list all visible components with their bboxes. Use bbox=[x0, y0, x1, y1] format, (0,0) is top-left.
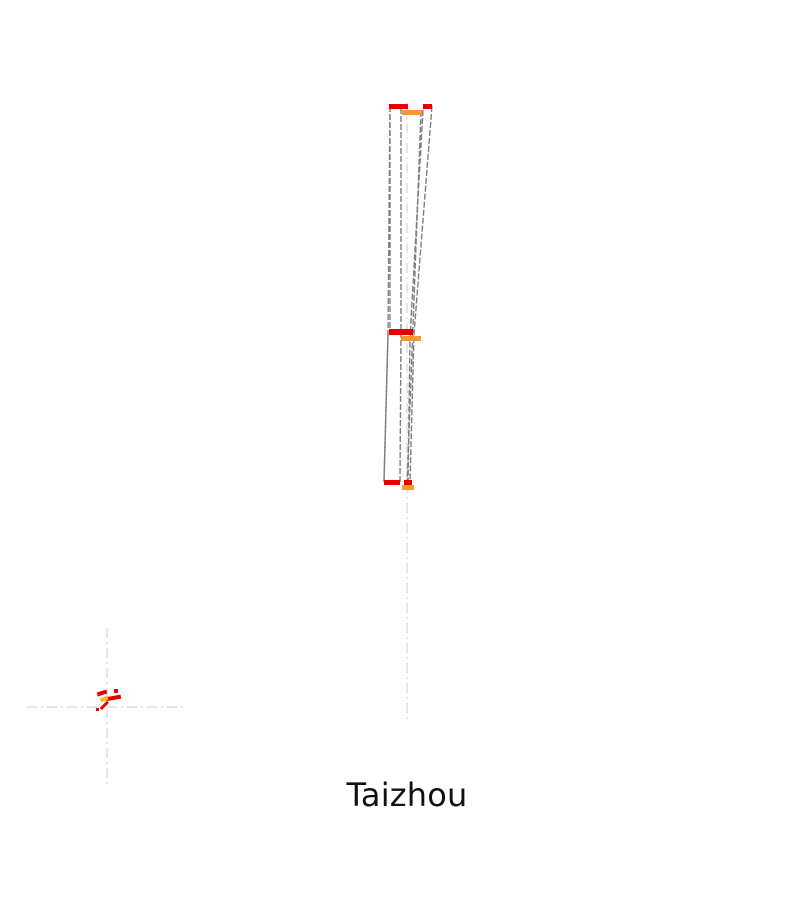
top-orange-marker bbox=[402, 110, 422, 115]
bottom-red-marker bbox=[384, 480, 400, 485]
inset-yellow-stroke bbox=[99, 695, 109, 703]
connector-lines bbox=[383, 105, 433, 487]
top-red-marker-right bbox=[423, 104, 432, 109]
inset-red-stroke-1 bbox=[96, 689, 108, 697]
inset-red-tail bbox=[96, 708, 99, 711]
bottom-marker-group bbox=[384, 480, 414, 490]
bottom-orange-marker bbox=[402, 485, 414, 490]
middle-orange-marker bbox=[401, 336, 421, 341]
middle-red-marker bbox=[389, 329, 413, 335]
bottom-small-red-marker bbox=[404, 480, 412, 485]
inset-symbol bbox=[96, 689, 122, 711]
place-caption: Taizhou bbox=[346, 776, 468, 814]
middle-marker-group bbox=[389, 329, 421, 341]
lower-box-left bbox=[383, 333, 389, 483]
inset-red-stroke-2 bbox=[105, 694, 122, 702]
top-marker-group bbox=[389, 104, 432, 115]
inset-red-tip bbox=[114, 689, 118, 693]
guide-lines bbox=[27, 103, 408, 788]
inset-red-stroke-3 bbox=[99, 700, 109, 710]
top-red-marker-left bbox=[389, 104, 408, 109]
right-middle-connector bbox=[407, 109, 424, 487]
left-middle-connector bbox=[399, 108, 402, 483]
outer-right-connector bbox=[409, 105, 433, 483]
